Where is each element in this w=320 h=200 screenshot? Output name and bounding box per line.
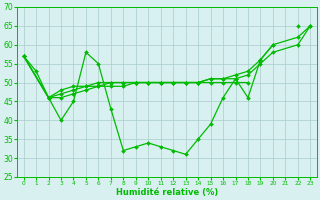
X-axis label: Humidité relative (%): Humidité relative (%) <box>116 188 218 197</box>
